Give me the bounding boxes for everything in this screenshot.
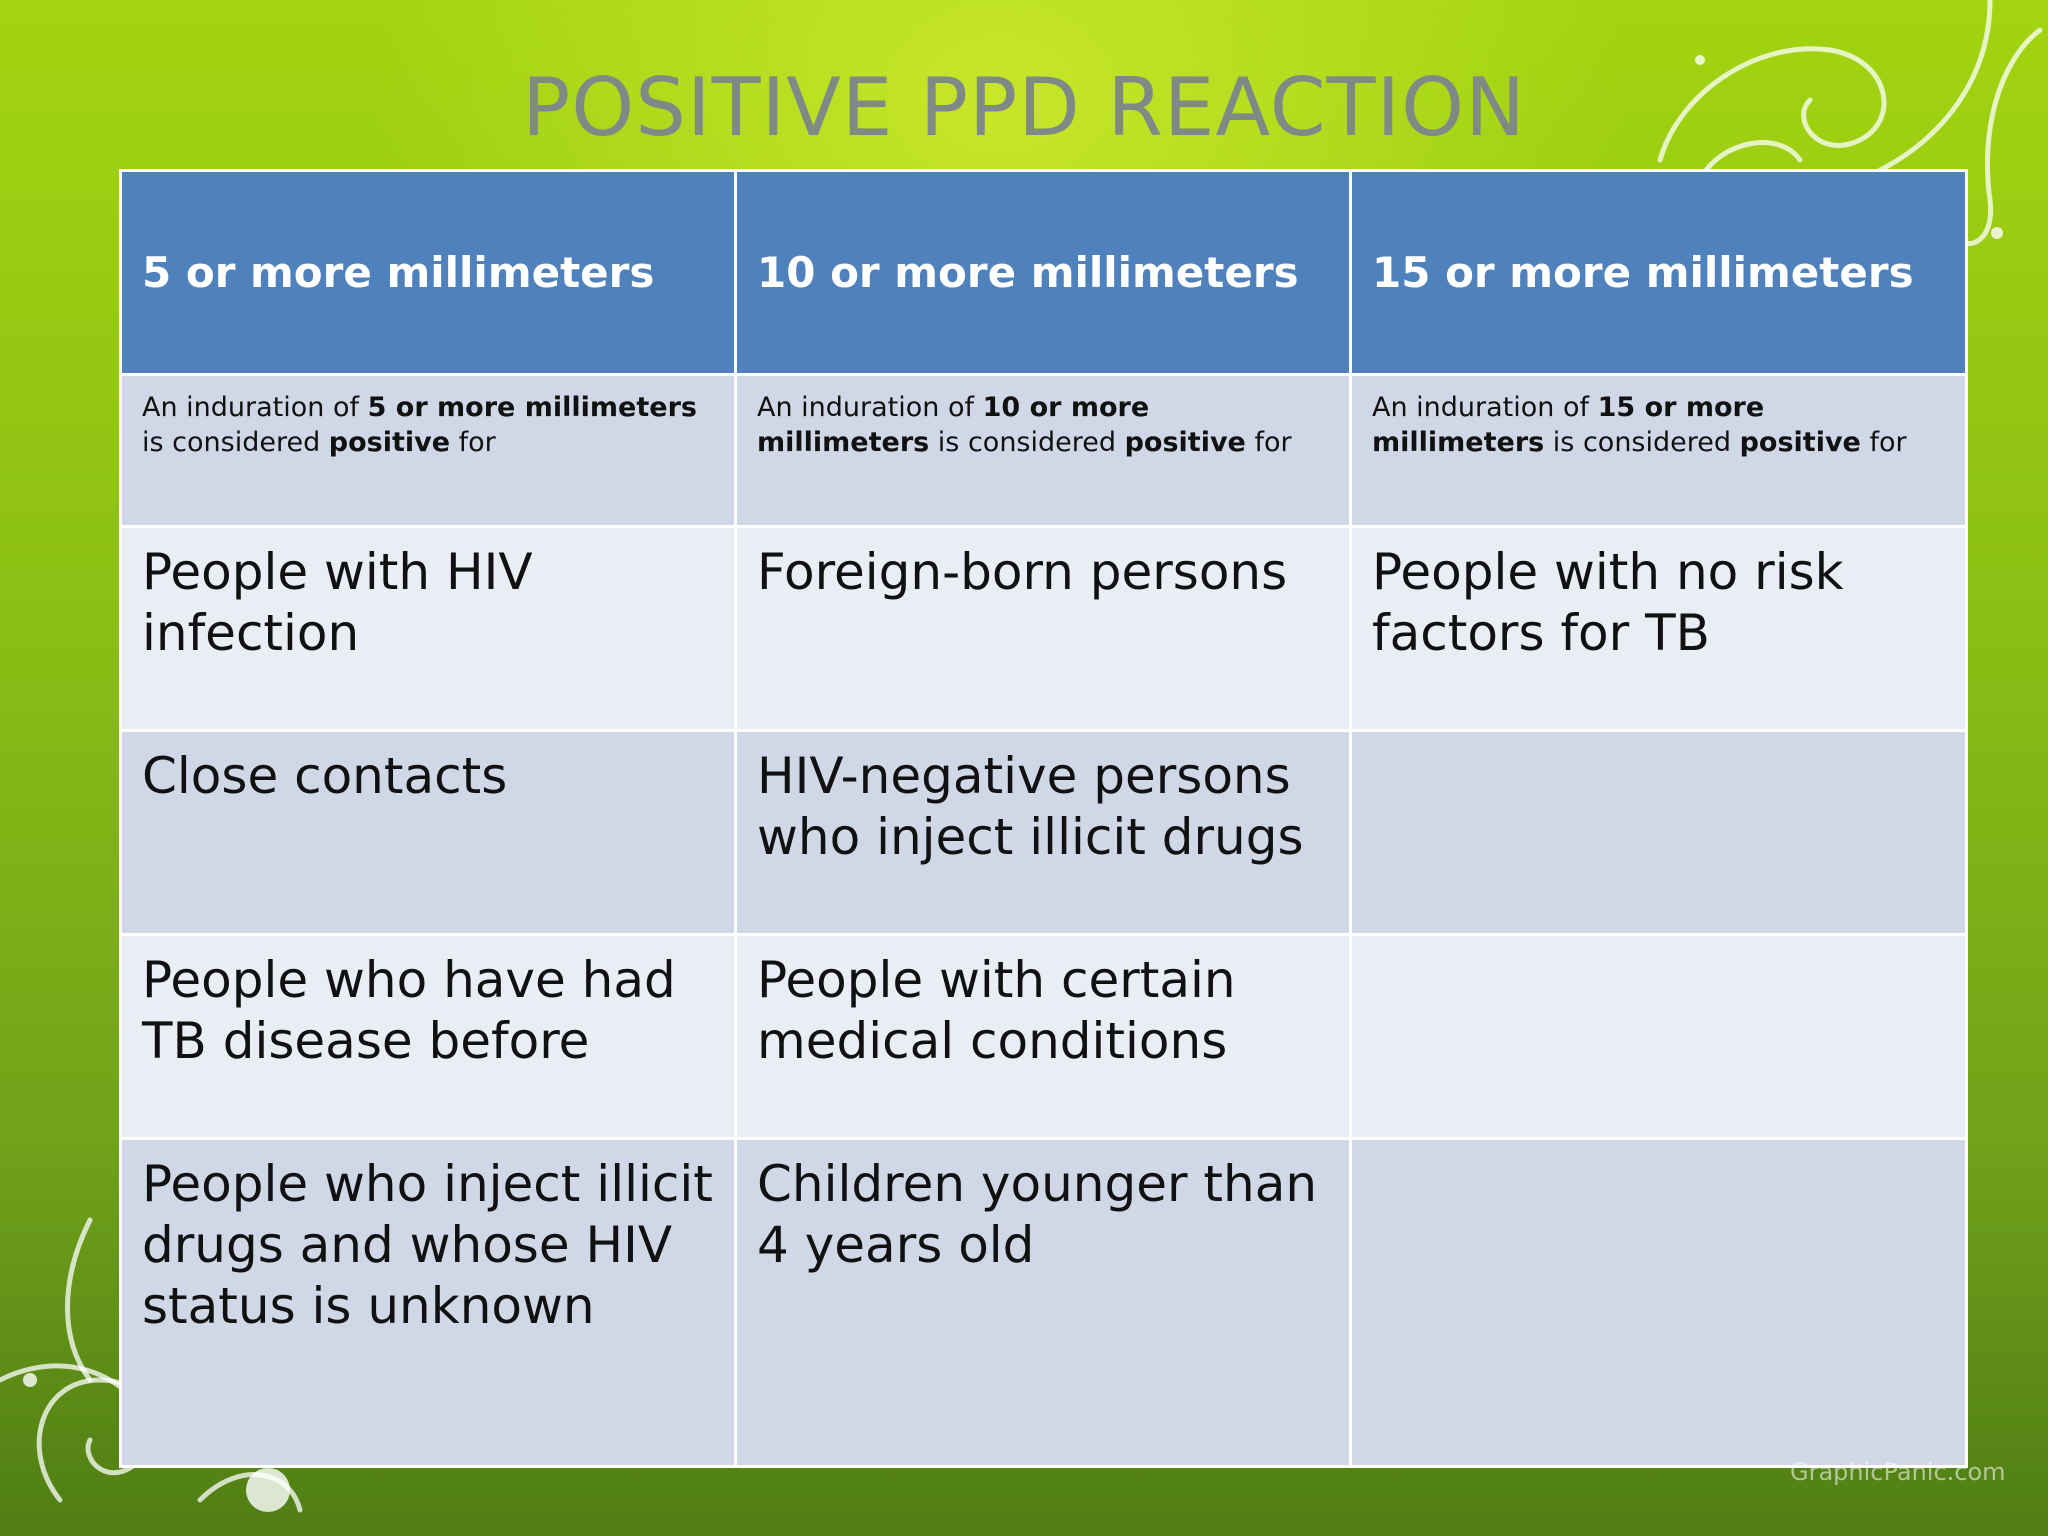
- watermark: GraphicPanic.com: [1790, 1458, 2006, 1486]
- header-15mm: 15 or more millimeters: [1349, 169, 1968, 376]
- table-row: People who have had TB disease before Pe…: [119, 933, 1968, 1140]
- ppd-reaction-table: 5 or more millimeters 10 or more millime…: [119, 169, 1968, 1468]
- table-cell: People who inject illicit drugs and whos…: [119, 1137, 737, 1468]
- description-row: An induration of 5 or more millimeters i…: [119, 373, 1968, 528]
- header-5mm: 5 or more millimeters: [119, 169, 737, 376]
- table-cell: [1349, 729, 1968, 936]
- table-cell: [1349, 1137, 1968, 1468]
- table-row: People who inject illicit drugs and whos…: [119, 1137, 1968, 1468]
- table-cell: Children younger than 4 years old: [734, 1137, 1352, 1468]
- table-cell: People with certain medical conditions: [734, 933, 1352, 1140]
- table-cell: People with no risk factors for TB: [1349, 525, 1968, 732]
- description-15mm: An induration of 15 or more millimeters …: [1349, 373, 1968, 528]
- table-cell: [1349, 933, 1968, 1140]
- description-5mm: An induration of 5 or more millimeters i…: [119, 373, 737, 528]
- description-10mm: An induration of 10 or more millimeters …: [734, 373, 1352, 528]
- table-row: Close contacts HIV-negative persons who …: [119, 729, 1968, 936]
- header-row: 5 or more millimeters 10 or more millime…: [119, 169, 1968, 376]
- table-row: People with HIV infection Foreign-born p…: [119, 525, 1968, 732]
- table-cell: People who have had TB disease before: [119, 933, 737, 1140]
- table-cell: HIV-negative persons who inject illicit …: [734, 729, 1352, 936]
- table-cell: Foreign-born persons: [734, 525, 1352, 732]
- table-cell: People with HIV infection: [119, 525, 737, 732]
- slide-title: POSITIVE PPD REACTION: [522, 61, 1526, 154]
- header-10mm: 10 or more millimeters: [734, 169, 1352, 376]
- table-cell: Close contacts: [119, 729, 737, 936]
